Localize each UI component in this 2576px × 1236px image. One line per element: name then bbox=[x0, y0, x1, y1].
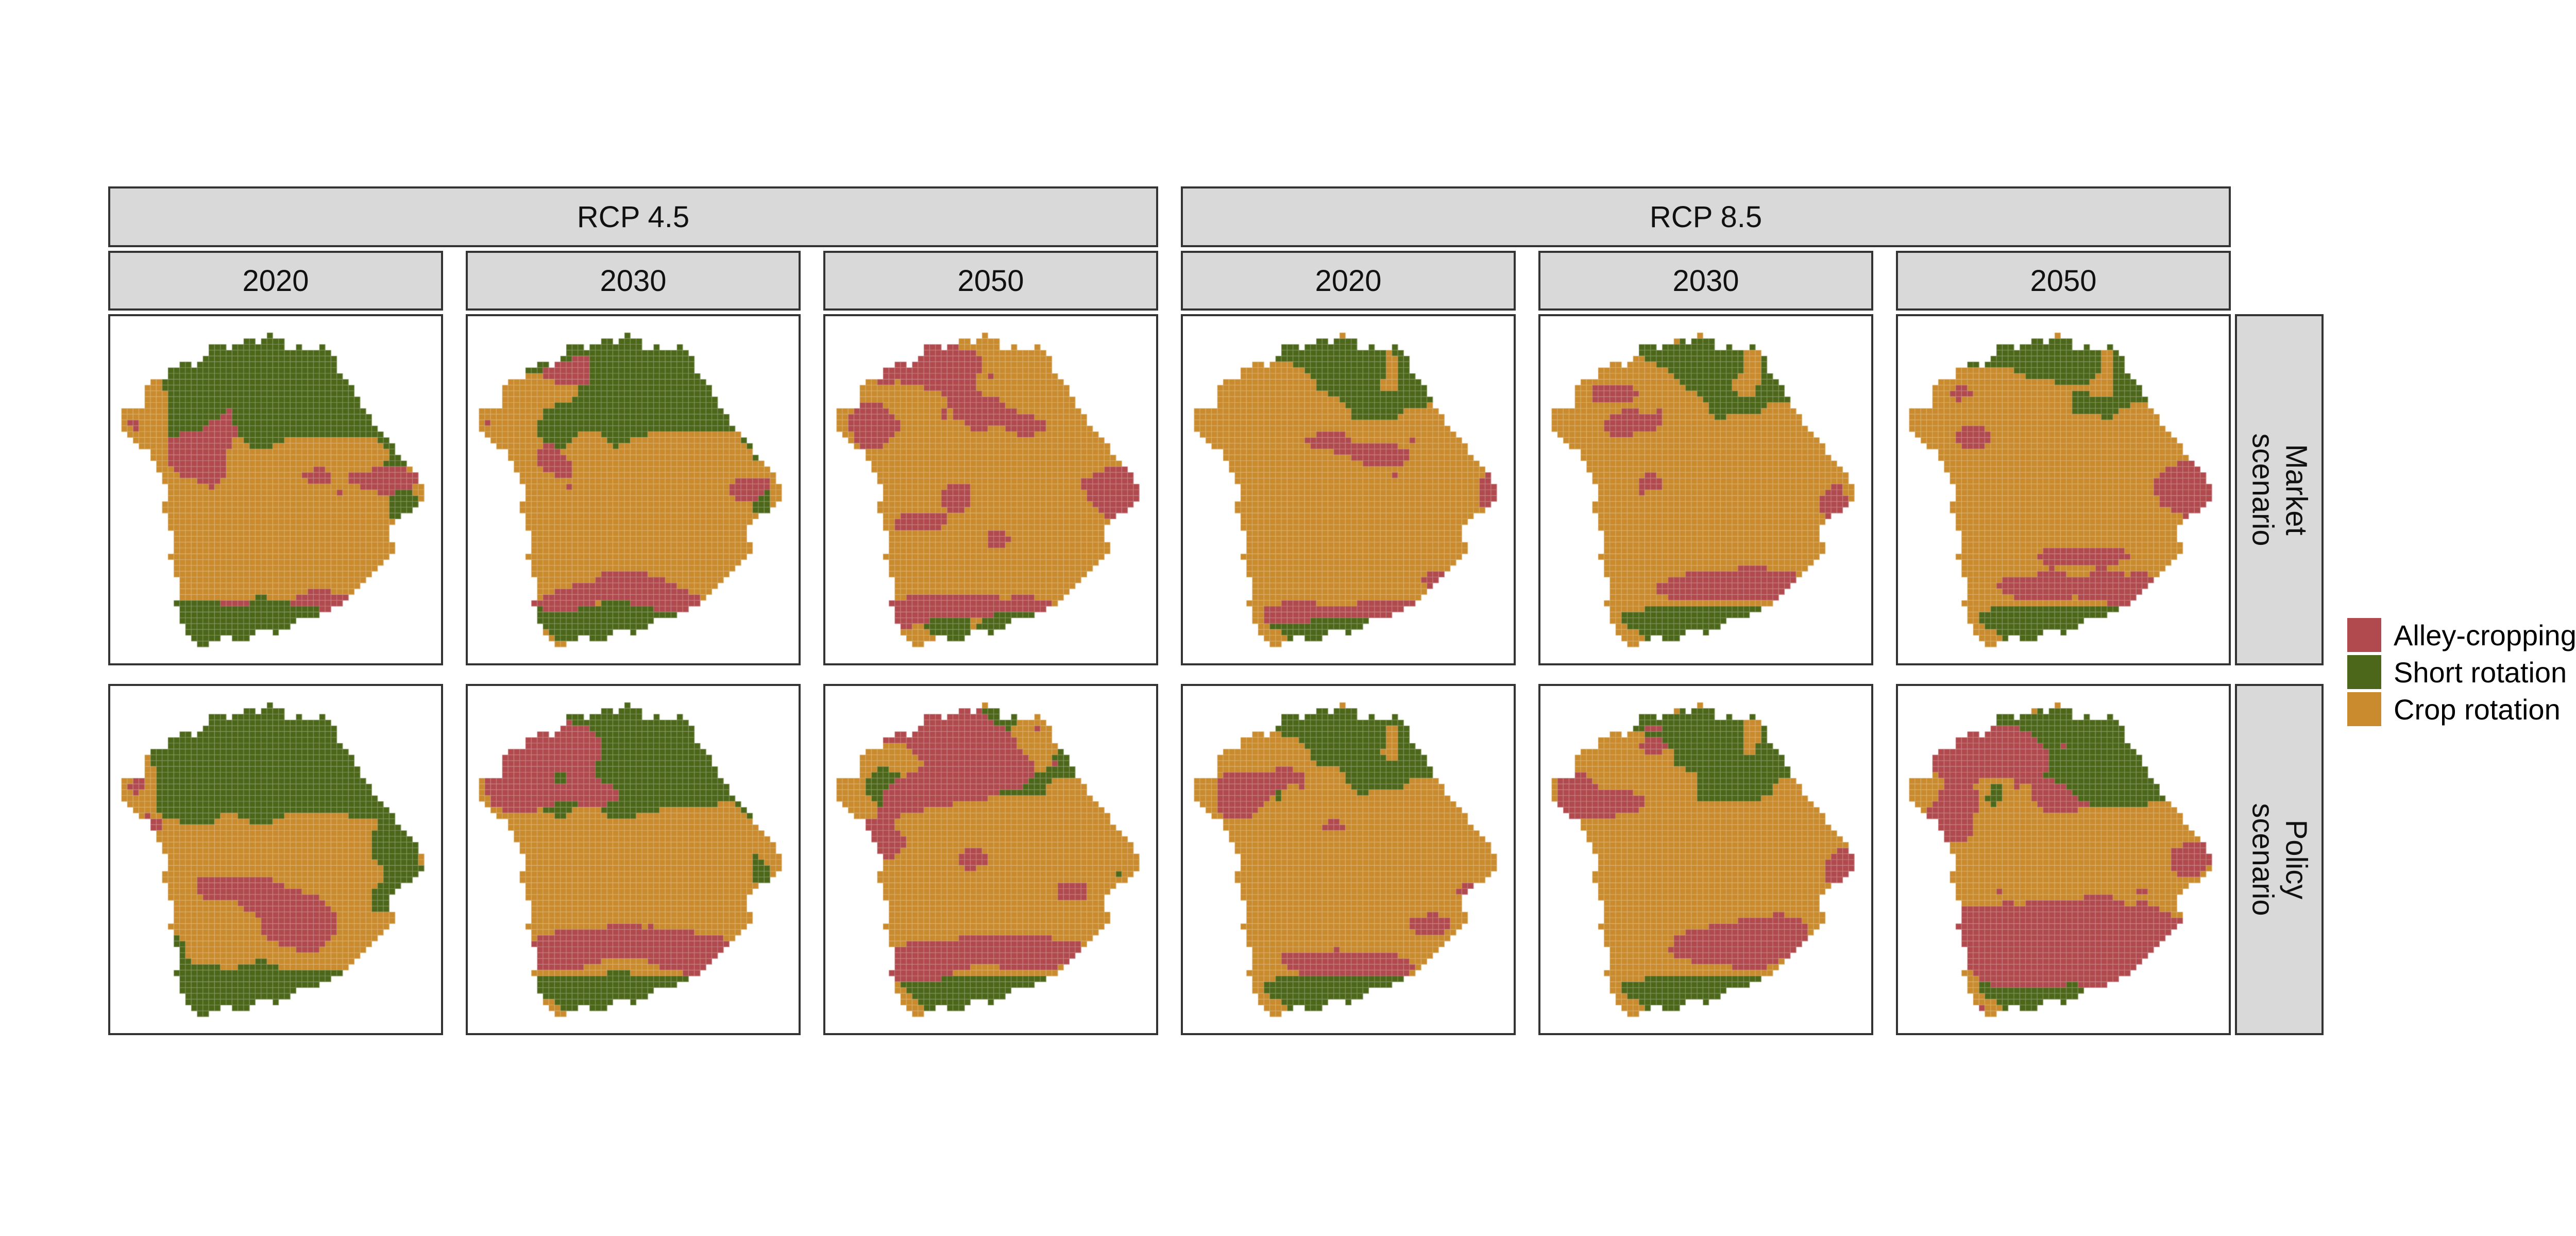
bavaria-map-market-rcp85-2030 bbox=[1540, 316, 1871, 663]
facet-strip-year-1: 2020 bbox=[108, 251, 443, 311]
bavaria-map-market-rcp45-2020 bbox=[110, 316, 441, 663]
bavaria-map-policy-rcp45-2050 bbox=[825, 686, 1156, 1033]
legend-label: Alley-cropping bbox=[2394, 619, 2576, 651]
legend-key-alley-cropping bbox=[2347, 618, 2381, 652]
legend-item: Short rotation coppice bbox=[2347, 655, 2576, 689]
map-panel-market-rcp85-2050 bbox=[1896, 314, 2231, 665]
legend-item: Alley-cropping bbox=[2347, 618, 2576, 652]
legend-label: Crop rotation bbox=[2394, 693, 2561, 726]
map-panel-market-rcp45-2020 bbox=[108, 314, 443, 665]
bavaria-map-market-rcp45-2030 bbox=[468, 316, 799, 663]
facet-strip-year-5: 2030 bbox=[1538, 251, 1873, 311]
map-panel-policy-rcp85-2030 bbox=[1538, 684, 1873, 1035]
map-panel-market-rcp45-2030 bbox=[466, 314, 801, 665]
bavaria-map-policy-rcp85-2050 bbox=[1898, 686, 2229, 1033]
legend-key-crop-rotation bbox=[2347, 692, 2381, 726]
map-panel-policy-rcp85-2020 bbox=[1181, 684, 1516, 1035]
map-panel-policy-rcp45-2050 bbox=[823, 684, 1158, 1035]
legend-item: Crop rotation bbox=[2347, 692, 2576, 726]
legend: Alley-cropping Short rotation coppice Cr… bbox=[2347, 618, 2576, 729]
facet-strip-scenario-market: Market scenario bbox=[2235, 314, 2324, 665]
map-panel-policy-rcp45-2030 bbox=[466, 684, 801, 1035]
map-panel-policy-rcp45-2020 bbox=[108, 684, 443, 1035]
bavaria-map-market-rcp85-2050 bbox=[1898, 316, 2229, 663]
bavaria-map-policy-rcp45-2030 bbox=[468, 686, 799, 1033]
facet-strip-year-3: 2050 bbox=[823, 251, 1158, 311]
map-panel-market-rcp45-2050 bbox=[823, 314, 1158, 665]
facet-strip-rcp-label: RCP 4.5 bbox=[577, 200, 690, 234]
legend-label: Short rotation coppice bbox=[2394, 656, 2576, 689]
bavaria-map-policy-rcp85-2020 bbox=[1183, 686, 1514, 1033]
facet-strip-year-label: 2030 bbox=[600, 264, 667, 298]
bavaria-map-market-rcp45-2050 bbox=[825, 316, 1156, 663]
facet-strip-year-2: 2030 bbox=[466, 251, 801, 311]
facet-strip-scenario-label: Policy scenario bbox=[2246, 803, 2313, 916]
facet-strip-year-label: 2050 bbox=[2030, 264, 2097, 298]
map-panel-market-rcp85-2020 bbox=[1181, 314, 1516, 665]
facet-strip-year-6: 2050 bbox=[1896, 251, 2231, 311]
facet-strip-year-label: 2030 bbox=[1672, 264, 1739, 298]
facet-strip-year-4: 2020 bbox=[1181, 251, 1516, 311]
bavaria-map-market-rcp85-2020 bbox=[1183, 316, 1514, 663]
facet-strip-year-label: 2020 bbox=[242, 264, 309, 298]
map-panel-policy-rcp85-2050 bbox=[1896, 684, 2231, 1035]
facet-strip-rcp-1: RCP 4.5 bbox=[108, 186, 1158, 247]
map-panel-market-rcp85-2030 bbox=[1538, 314, 1873, 665]
legend-key-short-rotation-coppice bbox=[2347, 655, 2381, 689]
facet-strip-year-label: 2020 bbox=[1315, 264, 1382, 298]
bavaria-map-policy-rcp85-2030 bbox=[1540, 686, 1871, 1033]
facet-strip-scenario-policy: Policy scenario bbox=[2235, 684, 2324, 1035]
facet-strip-year-label: 2050 bbox=[957, 264, 1024, 298]
bavaria-map-policy-rcp45-2020 bbox=[110, 686, 441, 1033]
facet-strip-rcp-label: RCP 8.5 bbox=[1649, 200, 1762, 234]
facet-strip-rcp-2: RCP 8.5 bbox=[1181, 186, 2231, 247]
facet-strip-scenario-label: Market scenario bbox=[2246, 433, 2313, 546]
